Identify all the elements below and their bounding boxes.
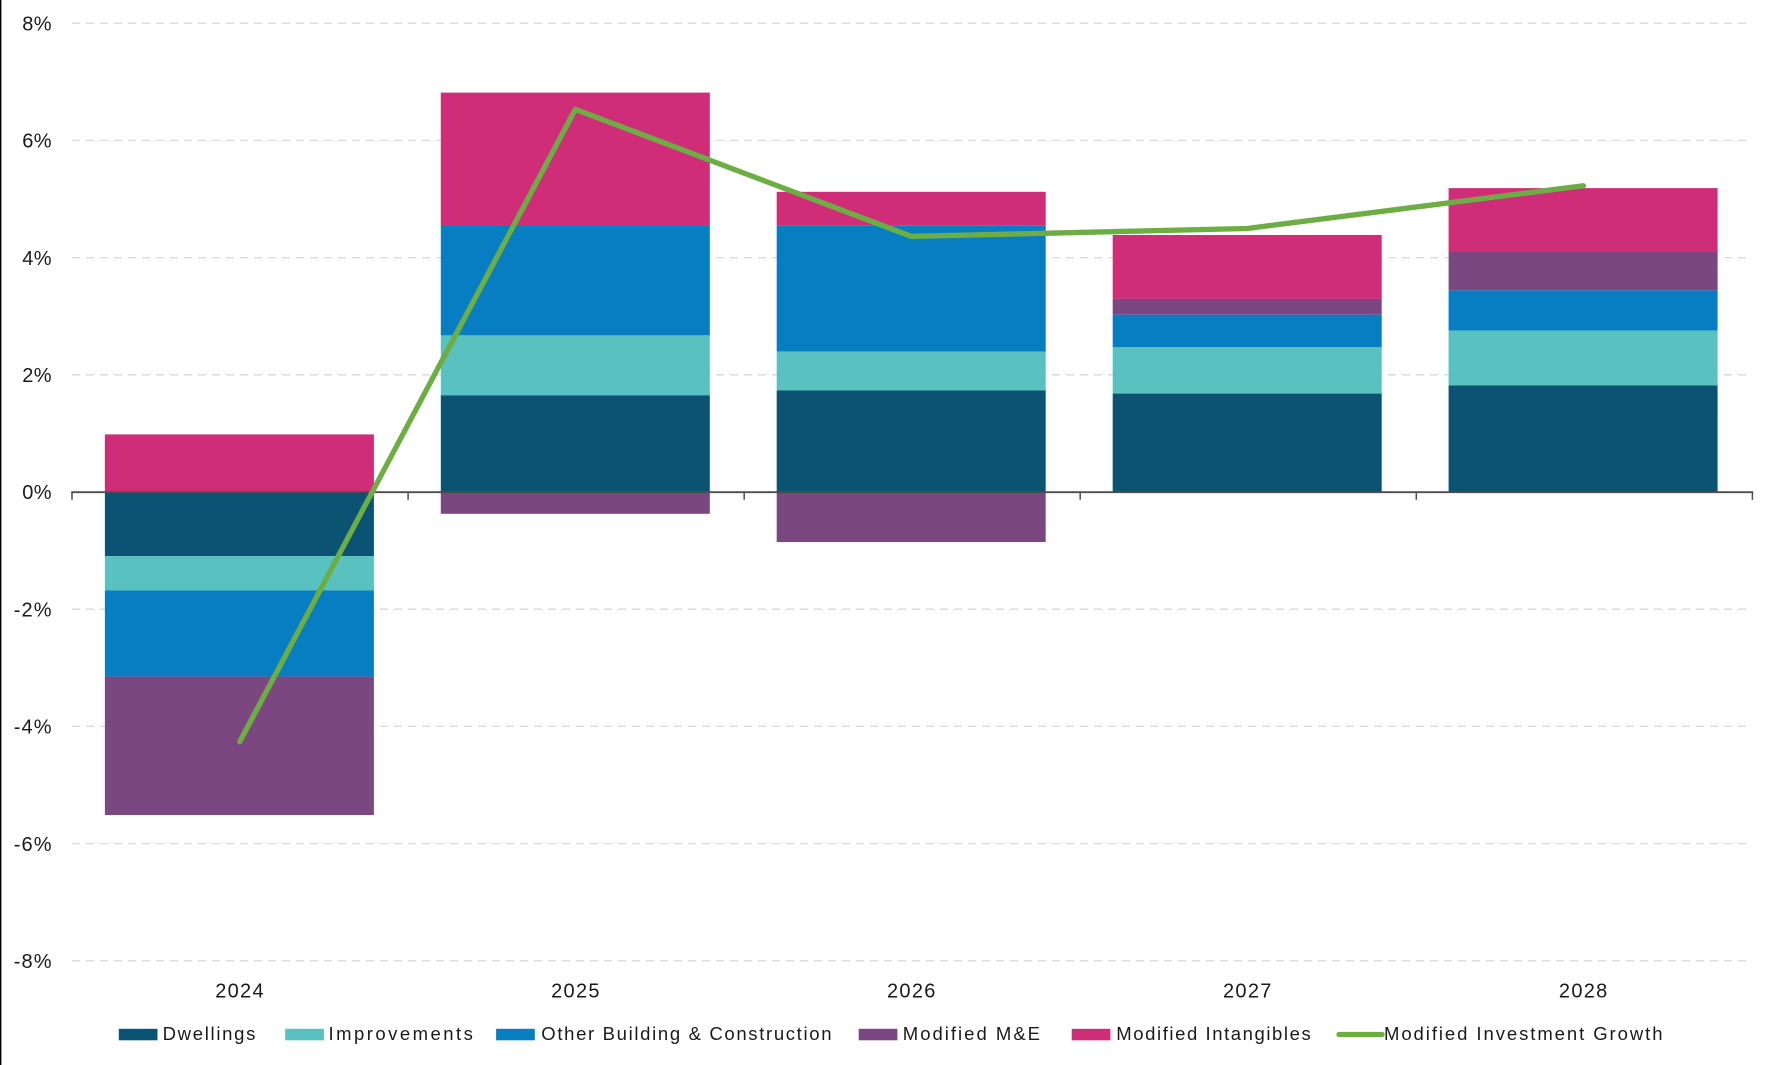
svg-text:2026: 2026 xyxy=(887,981,935,1003)
svg-text:2024: 2024 xyxy=(215,981,263,1003)
svg-text:6%: 6% xyxy=(22,131,51,153)
svg-text:2028: 2028 xyxy=(1559,981,1607,1003)
svg-text:0%: 0% xyxy=(22,482,51,504)
svg-text:Modified Investment Growth: Modified Investment Growth xyxy=(1384,1023,1663,1044)
svg-text:8%: 8% xyxy=(22,14,51,36)
svg-text:2027: 2027 xyxy=(1223,981,1271,1003)
svg-text:4%: 4% xyxy=(22,248,51,270)
svg-text:Modified Intangibles: Modified Intangibles xyxy=(1116,1023,1310,1044)
svg-text:Other Building & Construction: Other Building & Construction xyxy=(541,1023,831,1044)
svg-text:Modified M&E: Modified M&E xyxy=(903,1023,1040,1044)
svg-text:2025: 2025 xyxy=(551,981,599,1003)
svg-text:Improvements: Improvements xyxy=(329,1023,473,1044)
svg-text:2%: 2% xyxy=(22,365,51,387)
